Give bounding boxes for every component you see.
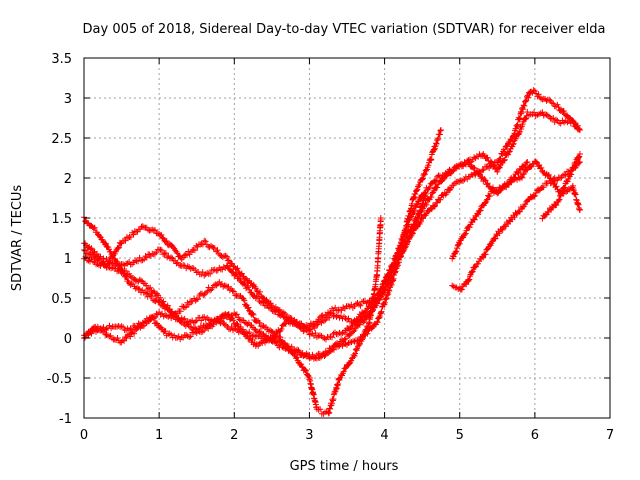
x-tick-labels: 0 1 2 3 4 5 6 7 [80, 428, 614, 443]
x-tick-label: 4 [380, 428, 388, 443]
y-tick-label: 3.5 [51, 52, 72, 67]
y-tick-label: 1 [64, 252, 72, 267]
y-tick-label: 0 [64, 332, 72, 347]
x-tick-label: 2 [230, 428, 238, 443]
marker-path-track-5 [81, 87, 583, 343]
y-tick-label: 3 [64, 92, 72, 107]
marker-path-track-8 [449, 158, 583, 262]
y-tick-label: -1 [59, 412, 72, 427]
y-tick-label: 0.5 [51, 292, 72, 307]
series-track-5 [81, 87, 583, 343]
x-tick-label: 6 [531, 428, 539, 443]
x-tick-label: 0 [80, 428, 88, 443]
x-tick-label: 3 [305, 428, 313, 443]
x-tick-label: 1 [155, 428, 163, 443]
y-tick-label: 2.5 [51, 132, 72, 147]
x-axis-label: GPS time / hours [290, 459, 399, 474]
y-axis-label: SDTVAR / TECUs [10, 185, 25, 292]
marker-path-track-9 [539, 159, 583, 222]
axes [83, 57, 611, 419]
x-tick-label: 7 [606, 428, 614, 443]
y-tick-label: 2 [64, 172, 72, 187]
y-tick-label: -0.5 [47, 372, 72, 387]
data-series [81, 87, 583, 417]
grid-lines [84, 58, 610, 418]
plot-frame [83, 57, 611, 419]
chart-title: Day 005 of 2018, Sidereal Day-to-day VTE… [83, 22, 606, 37]
series-track-9 [539, 159, 583, 222]
y-tick-labels: -1 -0.5 0 0.5 1 1.5 2 2.5 3 3.5 [47, 52, 72, 427]
x-tick-label: 5 [456, 428, 464, 443]
series-track-8 [449, 158, 583, 262]
y-tick-label: 1.5 [51, 212, 72, 227]
